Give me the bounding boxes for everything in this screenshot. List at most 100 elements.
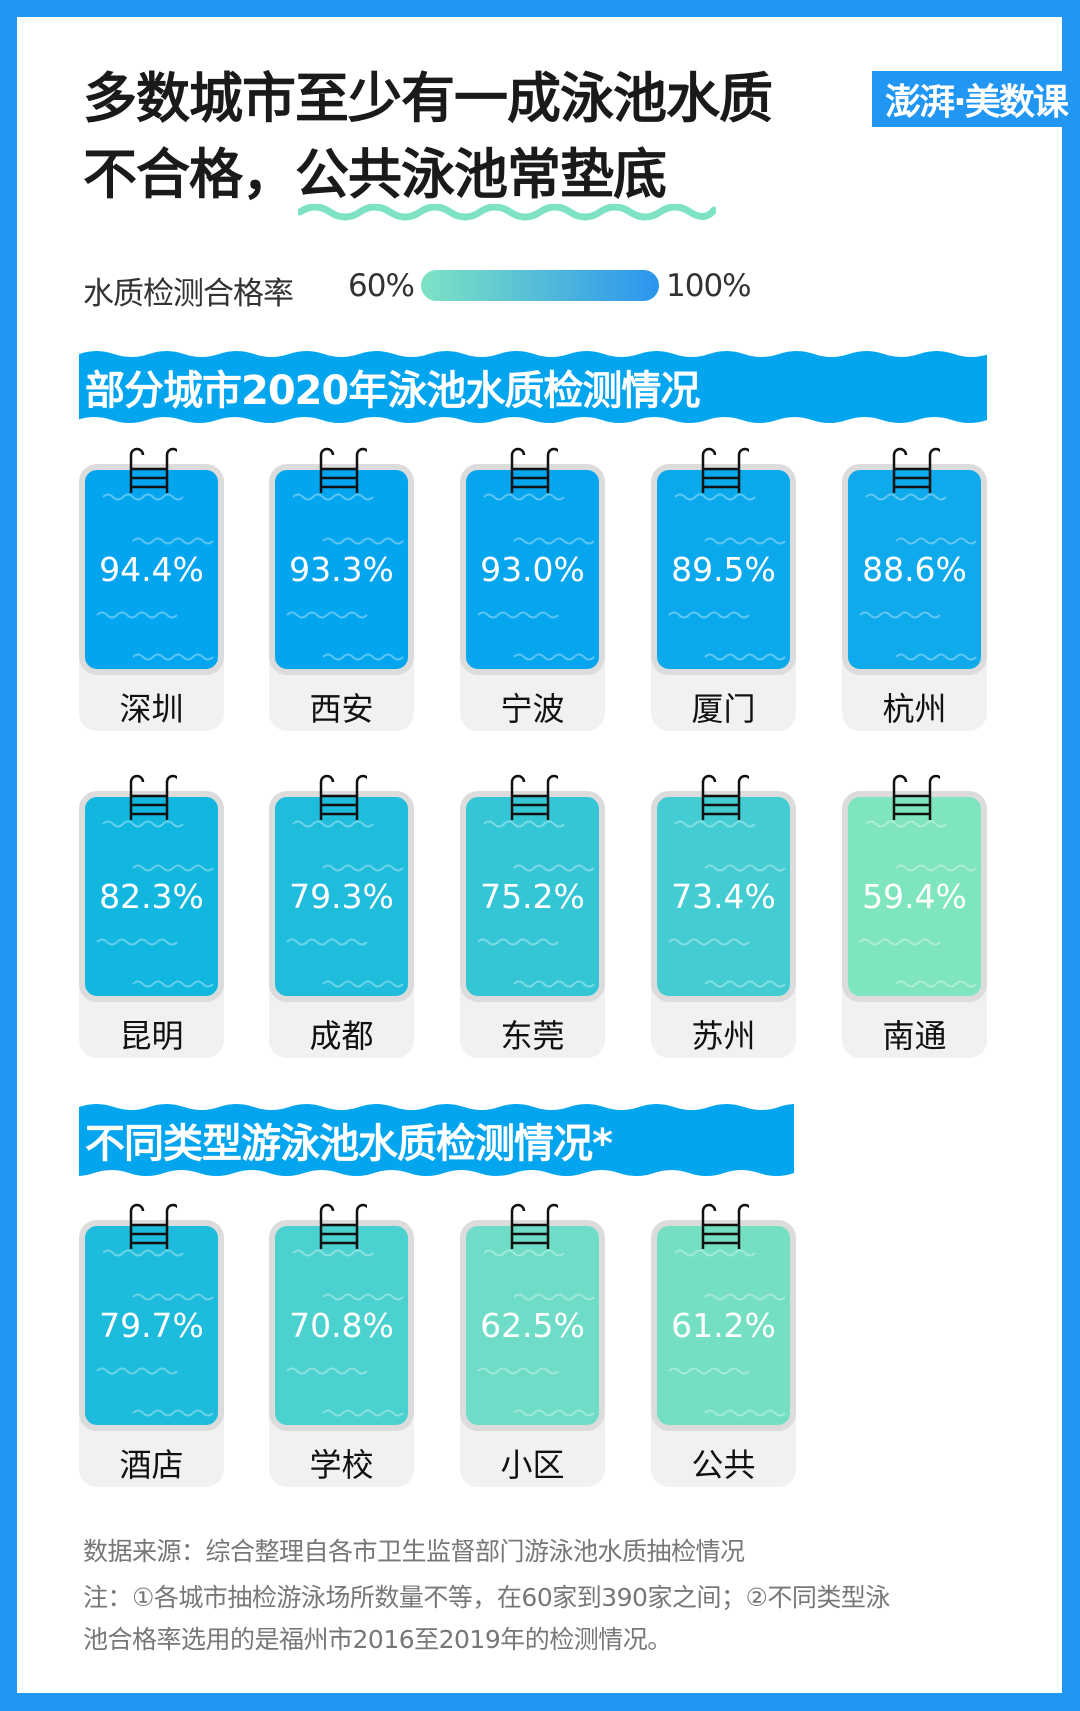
pool-card: 88.6% 杭州	[842, 447, 987, 731]
pass-rate-value: 79.3%	[289, 877, 394, 916]
pool-fill: 70.8%	[269, 1220, 414, 1431]
water-waves-icon	[286, 820, 404, 988]
pool-ladder-icon	[701, 447, 749, 493]
pool-card: 79.7% 酒店	[79, 1203, 224, 1487]
pool-fill: 75.2%	[460, 791, 605, 1002]
pool-fill: 79.7%	[79, 1220, 224, 1431]
water-waves-icon	[859, 493, 977, 661]
water-waves-icon	[477, 493, 595, 661]
water-waves-icon	[668, 820, 786, 988]
water-waves-icon	[859, 820, 977, 988]
pool-name: 杭州	[882, 690, 947, 728]
pool-name: 厦门	[691, 690, 756, 728]
pool-card: 61.2% 公共	[651, 1203, 796, 1487]
pool-card: 73.4% 苏州	[651, 774, 796, 1058]
pool-ladder-icon	[510, 447, 558, 493]
pool-fill: 61.2%	[651, 1220, 796, 1431]
pool-ladder-icon	[701, 1203, 749, 1249]
pass-rate-value: 88.6%	[862, 550, 967, 589]
water-waves-icon	[477, 1249, 595, 1417]
pool-ladder-icon	[129, 447, 177, 493]
pool-card: 93.0% 宁波	[460, 447, 605, 731]
pool-name: 酒店	[119, 1446, 184, 1484]
pass-rate-value: 89.5%	[671, 550, 776, 589]
legend-label: 水质检测合格率	[83, 276, 294, 312]
pool-ladder-icon	[510, 1203, 558, 1249]
pool-name: 公共	[691, 1446, 756, 1484]
pool-card: 89.5% 厦门	[651, 447, 796, 731]
pass-rate-value: 82.3%	[99, 877, 204, 916]
footnote-line-2: 池合格率选用的是福州市2016至2019年的检测情况。	[83, 1625, 672, 1654]
pool-name: 宁波	[500, 690, 565, 728]
pool-fill: 59.4%	[842, 791, 987, 1002]
water-waves-icon	[668, 1249, 786, 1417]
water-waves-icon	[477, 820, 595, 988]
water-waves-icon	[286, 1249, 404, 1417]
pool-ladder-icon	[129, 1203, 177, 1249]
water-waves-icon	[668, 493, 786, 661]
pool-card: 62.5% 小区	[460, 1203, 605, 1487]
section-title: 不同类型游泳池水质检测情况*	[85, 1121, 613, 1167]
pool-name: 深圳	[119, 690, 184, 728]
pool-name: 东莞	[500, 1017, 565, 1055]
water-waves-icon	[286, 493, 404, 661]
pass-rate-value: 73.4%	[671, 877, 776, 916]
pass-rate-value: 79.7%	[99, 1306, 204, 1345]
pool-ladder-icon	[319, 1203, 367, 1249]
pass-rate-value: 70.8%	[289, 1306, 394, 1345]
pool-ladder-icon	[701, 774, 749, 820]
pass-rate-value: 59.4%	[862, 877, 967, 916]
pool-fill: 94.4%	[79, 464, 224, 675]
legend-max: 100%	[666, 268, 752, 304]
pool-fill: 73.4%	[651, 791, 796, 1002]
pool-name: 成都	[309, 1017, 374, 1055]
footnote-line-1: 注：①各城市抽检游泳场所数量不等，在60家到390家之间；②不同类型泳	[83, 1583, 890, 1612]
pool-fill: 93.0%	[460, 464, 605, 675]
headline-line-2: 不合格，公共泳池常垫底	[83, 148, 667, 202]
pass-rate-value: 61.2%	[671, 1306, 776, 1345]
pool-fill: 88.6%	[842, 464, 987, 675]
pool-card: 79.3% 成都	[269, 774, 414, 1058]
pool-fill: 79.3%	[269, 791, 414, 1002]
pool-card: 75.2% 东莞	[460, 774, 605, 1058]
brand-logo: 澎湃·美数课	[872, 71, 1080, 127]
pool-name: 学校	[309, 1446, 374, 1484]
section-title: 部分城市2020年泳池水质检测情况	[85, 368, 700, 414]
pool-fill: 82.3%	[79, 791, 224, 1002]
pool-card: 94.4% 深圳	[79, 447, 224, 731]
pool-ladder-icon	[129, 774, 177, 820]
headline-line-1: 多数城市至少有一成泳池水质	[83, 67, 773, 130]
legend-min: 60%	[348, 268, 415, 304]
pool-name: 南通	[882, 1017, 947, 1055]
pool-ladder-icon	[319, 447, 367, 493]
water-waves-icon	[96, 820, 214, 988]
pool-ladder-icon	[510, 774, 558, 820]
pool-name: 昆明	[119, 1017, 184, 1055]
headline-part-b: 公共泳池常垫底	[295, 143, 667, 206]
pass-rate-value: 75.2%	[480, 877, 585, 916]
section-banner-cities: 部分城市2020年泳池水质检测情况	[79, 348, 987, 426]
pass-rate-value: 93.0%	[480, 550, 585, 589]
section-banner-types: 不同类型游泳池水质检测情况*	[79, 1101, 794, 1179]
pool-name: 小区	[500, 1446, 565, 1484]
pool-ladder-icon	[319, 774, 367, 820]
pool-fill: 62.5%	[460, 1220, 605, 1431]
pool-name: 西安	[309, 690, 374, 728]
data-source: 数据来源：综合整理自各市卫生监督部门游泳池水质抽检情况	[83, 1537, 745, 1566]
wavy-underline	[298, 204, 716, 221]
pool-fill: 89.5%	[651, 464, 796, 675]
pool-fill: 93.3%	[269, 464, 414, 675]
pool-name: 苏州	[691, 1017, 756, 1055]
pass-rate-value: 94.4%	[99, 550, 204, 589]
water-waves-icon	[96, 1249, 214, 1417]
legend-gradient-bar	[421, 270, 659, 301]
pool-card: 82.3% 昆明	[79, 774, 224, 1058]
pool-ladder-icon	[892, 774, 940, 820]
water-waves-icon	[96, 493, 214, 661]
pool-ladder-icon	[892, 447, 940, 493]
pool-card: 70.8% 学校	[269, 1203, 414, 1487]
pool-card: 93.3% 西安	[269, 447, 414, 731]
pass-rate-value: 62.5%	[480, 1306, 585, 1345]
headline-part-a: 不合格，	[83, 143, 296, 206]
pool-card: 59.4% 南通	[842, 774, 987, 1058]
